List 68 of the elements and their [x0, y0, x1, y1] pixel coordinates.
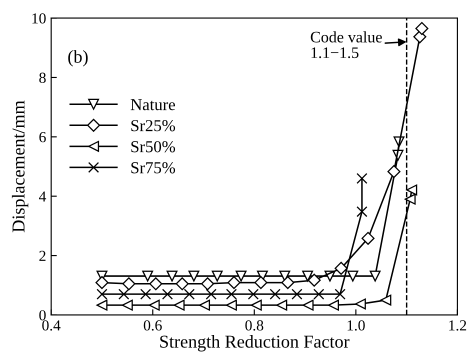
point: [250, 300, 262, 311]
point: [162, 288, 173, 300]
point: [122, 300, 133, 311]
point: [276, 300, 288, 311]
point: [313, 288, 324, 300]
point: [184, 288, 195, 300]
point: [122, 277, 136, 290]
point: [149, 277, 162, 290]
point: [96, 288, 108, 300]
x-tick-label: 1.0: [348, 320, 365, 331]
point: [118, 288, 130, 300]
point: [281, 276, 294, 290]
y-tick-label: 4: [38, 191, 46, 202]
point: [201, 277, 214, 290]
point: [334, 262, 348, 275]
point: [176, 277, 189, 290]
point: [96, 300, 108, 311]
point: [370, 270, 381, 282]
point: [291, 288, 302, 300]
point: [347, 270, 358, 282]
point: [404, 194, 416, 205]
legend-label: Nature: [130, 99, 176, 110]
point: [356, 206, 368, 218]
legend-label: Sr25%: [131, 120, 176, 132]
y-axis-title: Displacement/mm: [12, 100, 28, 232]
point: [199, 300, 210, 311]
point: [334, 288, 346, 300]
point: [302, 270, 314, 282]
point: [380, 294, 392, 306]
point: [212, 270, 223, 282]
legend-label: Sr75%: [131, 162, 176, 174]
x-tick-label: 1.2: [449, 320, 466, 331]
point: [356, 172, 368, 184]
point: [166, 270, 178, 282]
legend-label: Sr50%: [131, 141, 176, 152]
point: [362, 232, 375, 245]
y-tick-label: 8: [39, 72, 46, 83]
x-axis-title: Strength Reduction Factor: [160, 335, 350, 352]
point: [308, 274, 321, 287]
annotation: Code value 1.1−1.5: [310, 31, 382, 58]
point: [226, 300, 237, 311]
point: [140, 288, 152, 300]
point: [174, 300, 185, 311]
point: [142, 270, 154, 282]
point: [406, 184, 418, 196]
point: [328, 300, 339, 311]
annotation: (b): [68, 50, 88, 66]
y-tick-label: 2: [39, 250, 46, 261]
point: [302, 300, 314, 311]
point: [236, 270, 247, 282]
point: [254, 276, 268, 290]
y-tick-label: 10: [32, 13, 46, 24]
x-tick-label: 0.6: [144, 320, 162, 331]
point: [148, 300, 160, 311]
point: [188, 270, 200, 282]
y-tick-label: 0: [39, 310, 46, 320]
x-tick-label: 0.8: [245, 320, 264, 331]
point: [415, 22, 428, 36]
point: [95, 276, 108, 290]
point: [354, 298, 366, 310]
point: [387, 165, 400, 178]
y-tick-label: 6: [39, 132, 46, 142]
point: [248, 288, 259, 300]
point: [206, 288, 217, 300]
x-tick-label: 0.4: [42, 320, 60, 331]
point: [270, 288, 281, 300]
point: [226, 288, 237, 300]
point: [227, 276, 241, 290]
